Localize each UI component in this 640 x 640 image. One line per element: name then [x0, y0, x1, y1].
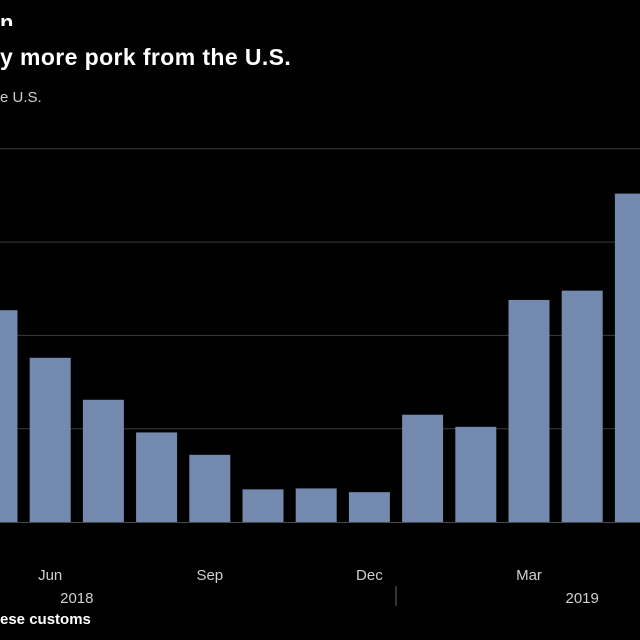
- chart-headline: y more pork from the U.S.: [0, 44, 292, 70]
- bar-jan-2019: [402, 414, 444, 522]
- year-label-2018: 2018: [60, 590, 93, 607]
- source-note: ese customs: [0, 611, 91, 628]
- bar-nov-2018: [295, 488, 337, 522]
- bar-oct-2018: [242, 489, 284, 522]
- x-tick-label-mar: Mar: [516, 567, 542, 584]
- x-tick-label-sep: Sep: [196, 567, 223, 584]
- bar-jun-2018: [29, 357, 71, 522]
- bar-aug-2018: [136, 432, 178, 522]
- bar-apr-2019: [561, 290, 603, 522]
- bar-may-2019: [614, 193, 640, 523]
- chart-title-fragment: n: [0, 14, 13, 26]
- x-tick-label-jun: Jun: [38, 567, 62, 584]
- bar-series: [0, 193, 640, 523]
- bar-jul-2018: [82, 399, 124, 522]
- bar-mar-2019: [508, 299, 550, 522]
- bar-sep-2018: [189, 454, 231, 522]
- bar-may-2018: [0, 310, 18, 522]
- x-axis: Jun Sep Dec Mar 2018 2019: [0, 522, 640, 607]
- chart-subtitle: e U.S.: [0, 89, 42, 106]
- x-tick-label-dec: Dec: [356, 567, 383, 584]
- bar-dec-2018: [348, 492, 390, 522]
- bar-feb-2019: [455, 426, 497, 522]
- year-label-2019: 2019: [566, 590, 599, 607]
